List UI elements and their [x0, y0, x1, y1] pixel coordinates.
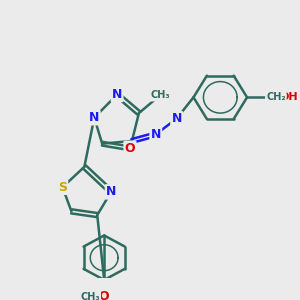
Text: N: N — [151, 128, 161, 141]
Text: CH₃: CH₃ — [80, 292, 100, 300]
Text: N: N — [171, 112, 182, 125]
Text: CH₃: CH₃ — [151, 91, 171, 100]
Text: N: N — [106, 185, 116, 198]
Text: N: N — [112, 88, 122, 101]
Text: S: S — [58, 181, 67, 194]
Text: CH₂: CH₂ — [266, 92, 286, 102]
Text: O: O — [125, 142, 135, 155]
Text: OH: OH — [279, 92, 298, 102]
Text: O: O — [99, 290, 110, 300]
Text: N: N — [89, 111, 99, 124]
